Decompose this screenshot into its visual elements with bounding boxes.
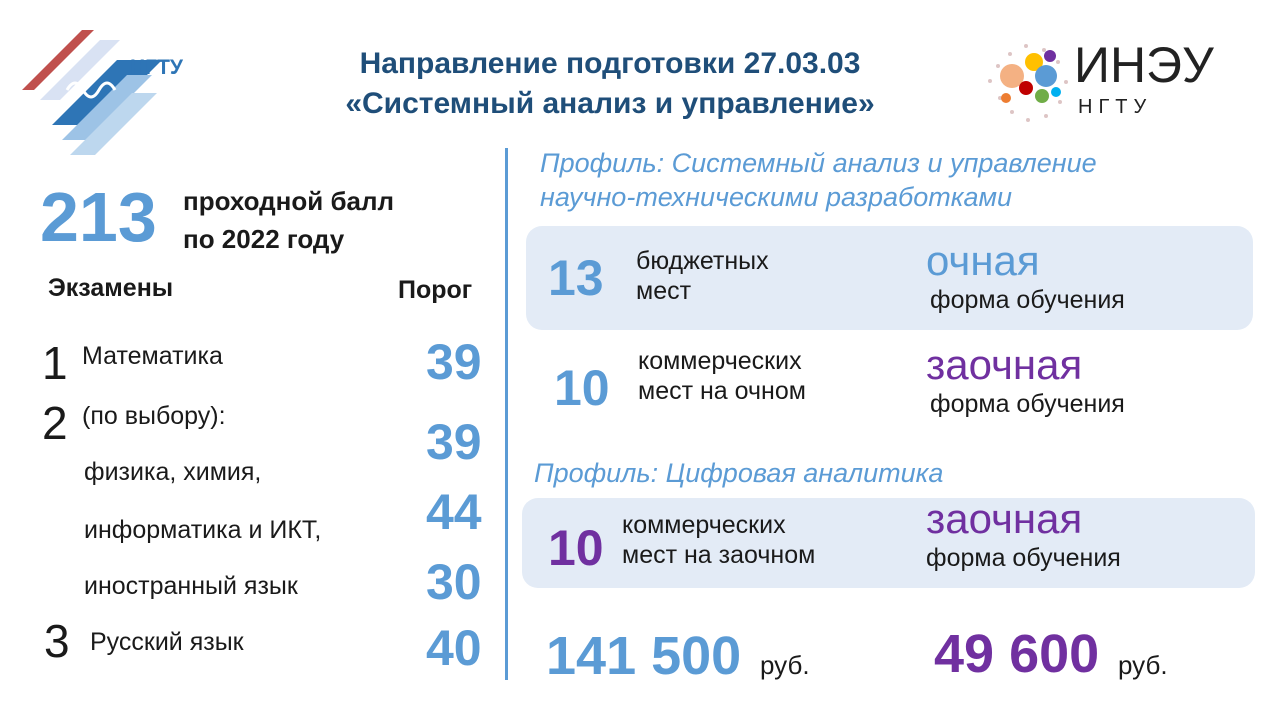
passing-score-line-2: по 2022 году [183, 224, 345, 254]
commercial-seats-fulltime-line-1: коммерческих [638, 347, 802, 375]
commercial-seats-extramural-caption: коммерческих мест на заочном [622, 510, 815, 570]
study-form-extramural-2: заочная [926, 495, 1083, 542]
commercial-seats-fulltime-caption: коммерческих мест на очном [638, 346, 806, 406]
study-form-extramural-1: заочная [926, 341, 1083, 388]
exam-number-2: 2 [42, 397, 68, 449]
column-divider [505, 148, 508, 680]
commercial-seats-extramural-line-1: коммерческих [622, 511, 786, 539]
profile-1-title: Профиль: Системный анализ и управление н… [540, 146, 1097, 214]
price-extramural-value: 49 600 [934, 624, 1100, 684]
exam-choice-line-3: иностранный язык [84, 572, 298, 600]
exams-heading: Экзамены [48, 274, 174, 302]
study-form-fulltime-caption: форма обучения [930, 286, 1125, 314]
title-line-1: Направление подготовки 27.03.03 [359, 47, 861, 80]
exam-label-1: Математика [82, 342, 223, 370]
passing-score-line-1: проходной балл [183, 186, 395, 216]
study-form-fulltime: очная [926, 237, 1040, 284]
commercial-seats-extramural-number: 10 [548, 520, 604, 576]
ineu-logo-subtext: НГТУ [1078, 96, 1153, 118]
budget-seats-number: 13 [548, 250, 604, 306]
price-extramural-unit: руб. [1118, 650, 1168, 680]
threshold-heading: Порог [398, 276, 473, 304]
exam-choice-line-2: информатика и ИКТ, [84, 516, 322, 544]
threshold-value-5: 40 [426, 620, 482, 676]
price-fulltime-unit: руб. [760, 650, 810, 680]
threshold-value-3: 44 [426, 484, 482, 540]
ineu-logo-text: ИНЭУ [1074, 37, 1214, 93]
exam-choice-line-1: физика, химия, [84, 458, 262, 486]
title-line-2: «Системный анализ и управление» [345, 87, 875, 120]
commercial-seats-fulltime-line-2: мест на очном [638, 377, 806, 405]
threshold-value-1: 39 [426, 334, 482, 390]
threshold-value-2: 39 [426, 414, 482, 470]
profile-1-title-line-2: научно-техническими разработками [540, 182, 1012, 212]
budget-seats-caption: бюджетных мест [636, 246, 769, 306]
threshold-value-4: 30 [426, 554, 482, 610]
passing-score-caption: проходной балл по 2022 году [183, 182, 394, 258]
price-fulltime-value: 141 500 [546, 626, 742, 686]
ngtu-logo-text: НГТУ [130, 56, 183, 79]
study-form-extramural-2-caption: форма обучения [926, 544, 1121, 572]
study-form-extramural-1-caption: форма обучения [930, 390, 1125, 418]
exam-label-2: (по выбору): [82, 402, 226, 430]
page-title: Направление подготовки 27.03.03 «Системн… [240, 44, 980, 124]
profile-1-title-line-1: Профиль: Системный анализ и управление [540, 148, 1097, 178]
budget-seats-panel [526, 226, 1253, 330]
commercial-seats-extramural-panel [522, 498, 1255, 588]
ngtu-logo: НГТУ [22, 30, 207, 165]
commercial-seats-fulltime-number: 10 [554, 360, 610, 416]
ineu-logo: ИНЭУ НГТУ [980, 36, 1250, 130]
commercial-seats-extramural-line-2: мест на заочном [622, 541, 816, 569]
exam-label-3: Русский язык [90, 628, 244, 656]
passing-score-value: 213 [40, 178, 157, 256]
ineu-dots-icon [988, 44, 1068, 122]
profile-2-title: Профиль: Цифровая аналитика [534, 458, 944, 488]
budget-seats-line-1: бюджетных [636, 247, 769, 275]
exam-number-3: 3 [44, 615, 70, 667]
budget-seats-line-2: мест [636, 277, 692, 305]
exam-number-1: 1 [42, 337, 68, 389]
ngtu-logo-mark-icon [22, 30, 162, 155]
